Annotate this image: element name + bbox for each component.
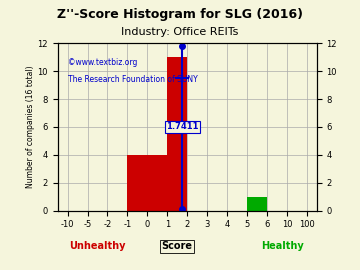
Text: Score: Score [162,241,193,251]
Text: Z''-Score Histogram for SLG (2016): Z''-Score Histogram for SLG (2016) [57,8,303,21]
Text: ©www.textbiz.org: ©www.textbiz.org [68,58,138,67]
Bar [127,155,167,211]
Text: Healthy: Healthy [261,241,304,251]
Text: 1.7411: 1.7411 [166,122,198,131]
Text: Industry: Office REITs: Industry: Office REITs [121,27,239,37]
Y-axis label: Number of companies (16 total): Number of companies (16 total) [26,66,35,188]
Text: Unhealthy: Unhealthy [69,241,126,251]
Bar [247,197,267,211]
Text: The Research Foundation of SUNY: The Research Foundation of SUNY [68,75,198,84]
Bar [167,57,187,211]
